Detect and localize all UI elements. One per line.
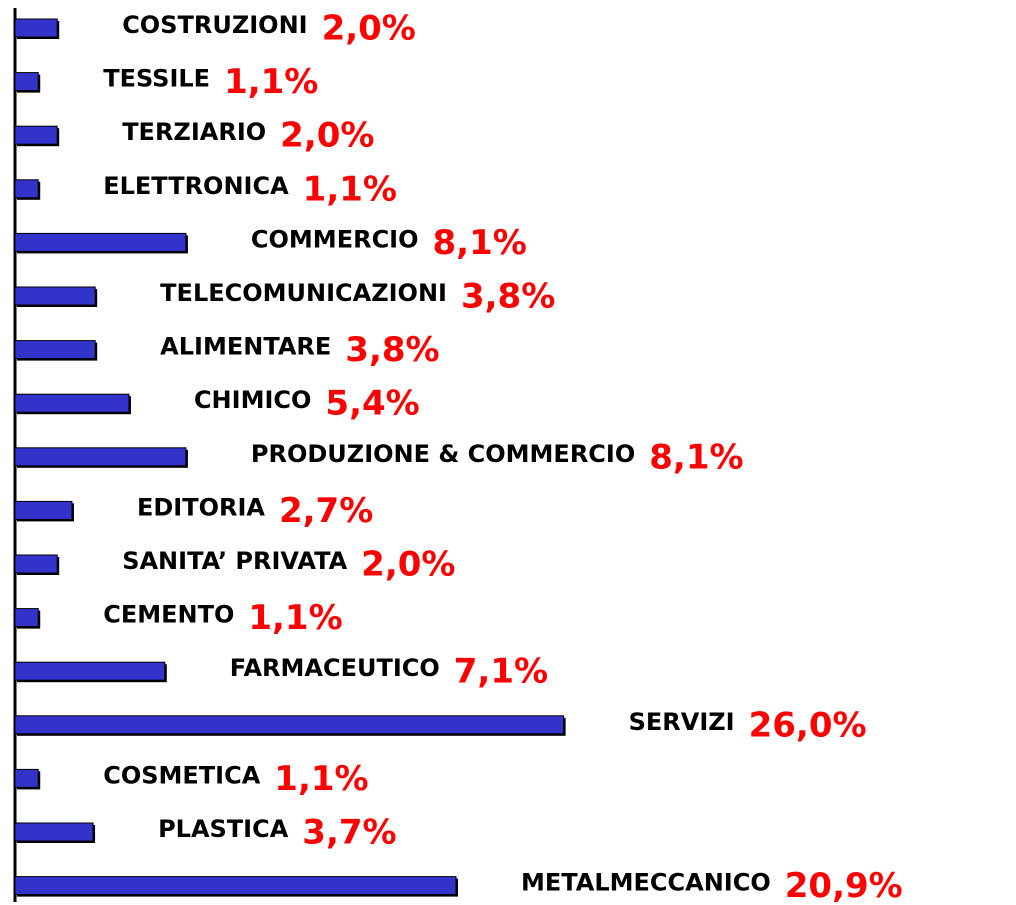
category-label: SERVIZI <box>629 708 735 736</box>
category-label: PLASTICA <box>158 815 289 843</box>
bar <box>14 179 39 199</box>
category-label: CEMENTO <box>103 601 234 629</box>
value-label: 3,8% <box>345 330 439 370</box>
value-label: 2,0% <box>322 9 416 49</box>
bar <box>14 500 73 520</box>
value-label: 2,0% <box>280 116 374 156</box>
bar <box>14 72 39 92</box>
value-label: 3,7% <box>302 813 396 853</box>
value-label: 1,1% <box>224 62 318 102</box>
category-label: SANITA’ PRIVATA <box>122 547 347 575</box>
value-label: 3,8% <box>461 277 555 317</box>
value-label: 5,4% <box>325 384 419 424</box>
bar <box>14 554 58 574</box>
bar <box>14 340 96 360</box>
category-label: CHIMICO <box>194 386 311 414</box>
category-label: TESSILE <box>103 65 210 93</box>
category-label: ALIMENTARE <box>160 333 331 361</box>
value-label: 26,0% <box>749 705 867 745</box>
category-label: COMMERCIO <box>251 225 419 253</box>
bar <box>14 18 58 38</box>
category-label: COSMETICA <box>103 761 260 789</box>
value-label: 1,1% <box>274 759 368 799</box>
value-label: 1,1% <box>303 169 397 209</box>
value-label: 7,1% <box>454 652 548 692</box>
category-label: TERZIARIO <box>122 118 266 146</box>
bar <box>14 822 94 842</box>
category-label: ELETTRONICA <box>103 172 289 200</box>
category-label: COSTRUZIONI <box>122 11 307 39</box>
bar <box>14 232 187 252</box>
value-label: 20,9% <box>785 866 903 905</box>
bar <box>14 393 130 413</box>
value-label: 2,0% <box>361 545 455 585</box>
bar <box>14 715 565 735</box>
value-label: 2,7% <box>279 491 373 531</box>
category-label: PRODUZIONE & COMMERCIO <box>251 440 635 468</box>
category-label: TELECOMUNICAZIONI <box>160 279 447 307</box>
category-label: FARMACEUTICO <box>230 654 440 682</box>
bar <box>14 661 166 681</box>
bar <box>14 768 39 788</box>
value-label: 8,1% <box>433 223 527 263</box>
category-label: METALMECCANICO <box>521 869 771 897</box>
bar <box>14 608 39 628</box>
category-label: EDITORIA <box>137 493 265 521</box>
value-label: 8,1% <box>649 437 743 477</box>
bar <box>14 286 96 306</box>
bar <box>14 125 58 145</box>
bar <box>14 447 187 467</box>
value-label: 1,1% <box>248 598 342 638</box>
bar <box>14 876 457 896</box>
